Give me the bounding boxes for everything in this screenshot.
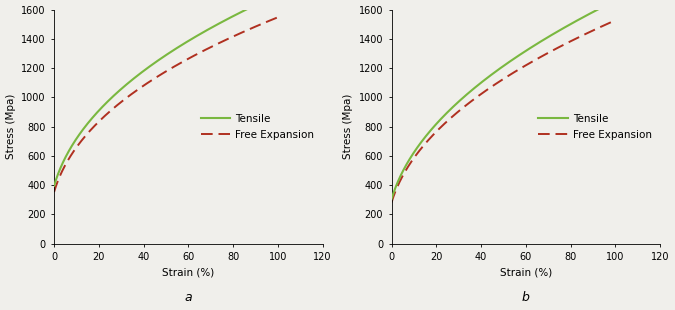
X-axis label: Strain (%): Strain (%): [162, 268, 215, 277]
Free Expansion: [606, 21, 614, 24]
Line: Free Expansion: Free Expansion: [54, 17, 278, 192]
Free Expansion: [269, 18, 277, 21]
Free Expansion: [494, 81, 502, 84]
X-axis label: Strain (%): Strain (%): [500, 268, 552, 277]
Free Expansion: [387, 201, 396, 204]
Tensile: [171, 47, 180, 51]
Tensile: [571, 20, 579, 24]
Tensile: [612, 0, 620, 2]
Tensile: [157, 57, 165, 61]
Free Expansion: [274, 16, 282, 19]
Line: Free Expansion: Free Expansion: [392, 20, 616, 202]
Tensile: [495, 67, 504, 71]
Tensile: [494, 68, 502, 72]
Y-axis label: Stress (Mpa): Stress (Mpa): [5, 94, 16, 159]
Tensile: [509, 58, 517, 61]
Free Expansion: [520, 64, 529, 68]
Tensile: [606, 2, 614, 5]
Free Expansion: [171, 64, 180, 68]
Free Expansion: [495, 80, 504, 83]
Tensile: [387, 197, 396, 201]
Text: a: a: [184, 290, 192, 303]
Free Expansion: [509, 71, 517, 75]
Tensile: [158, 56, 166, 60]
Free Expansion: [234, 33, 242, 36]
Tensile: [50, 184, 58, 188]
Free Expansion: [158, 72, 166, 76]
Legend: Tensile, Free Expansion: Tensile, Free Expansion: [535, 110, 655, 143]
Legend: Tensile, Free Expansion: Tensile, Free Expansion: [198, 110, 317, 143]
Free Expansion: [50, 190, 58, 194]
Free Expansion: [612, 18, 620, 22]
Tensile: [183, 40, 191, 43]
Tensile: [520, 50, 529, 53]
Line: Tensile: Tensile: [54, 0, 278, 186]
Free Expansion: [183, 57, 191, 61]
Free Expansion: [157, 73, 165, 77]
Line: Tensile: Tensile: [392, 1, 616, 199]
Y-axis label: Stress (Mpa): Stress (Mpa): [343, 94, 353, 159]
Text: b: b: [522, 290, 530, 303]
Tensile: [234, 12, 242, 16]
Free Expansion: [571, 37, 579, 41]
